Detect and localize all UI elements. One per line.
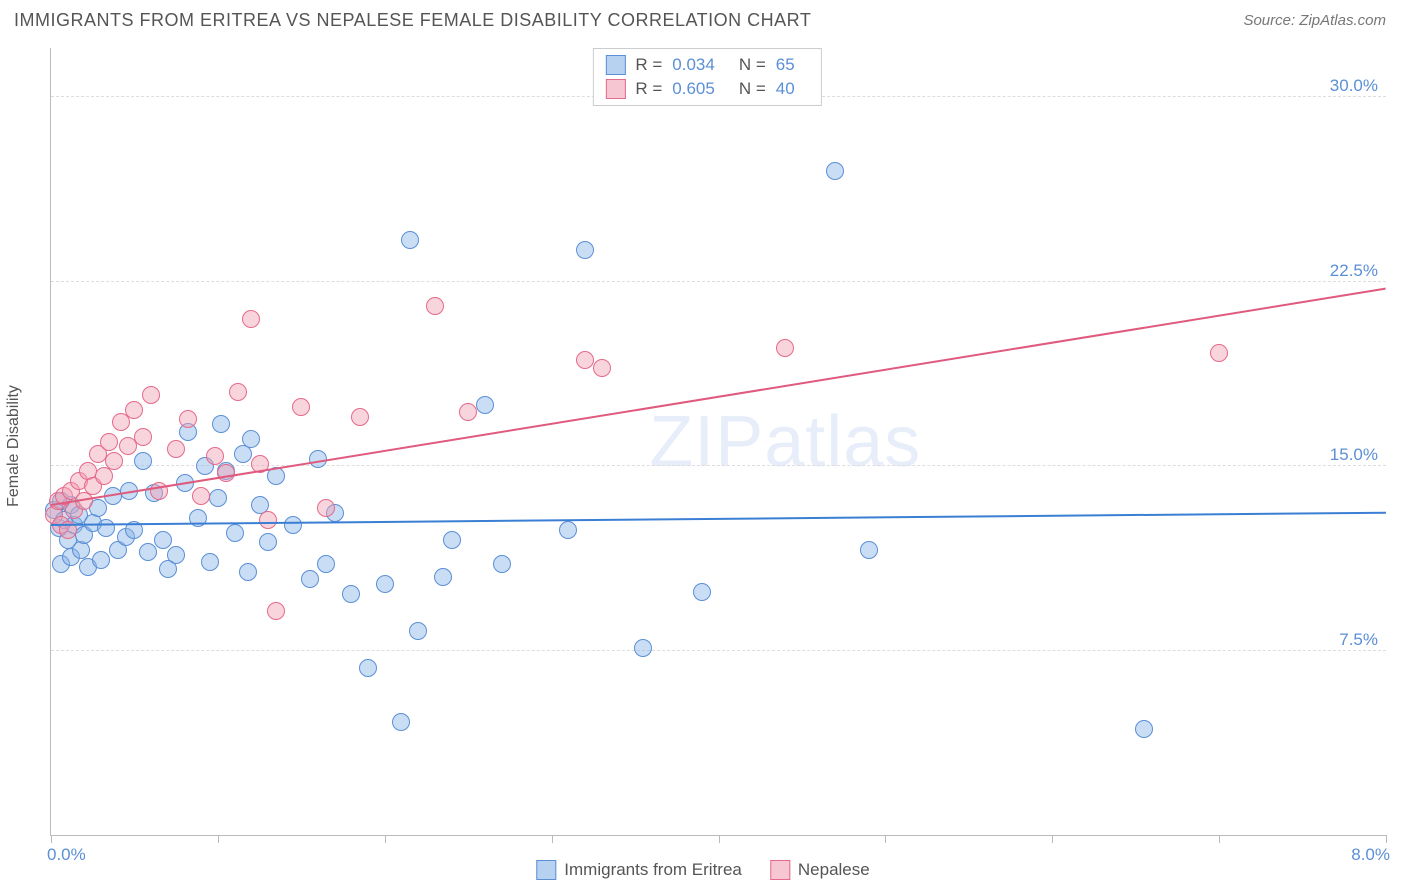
data-point xyxy=(409,622,427,640)
legend-label: Immigrants from Eritrea xyxy=(564,860,742,880)
data-point xyxy=(97,519,115,537)
data-point xyxy=(267,602,285,620)
data-point xyxy=(134,452,152,470)
data-point xyxy=(292,398,310,416)
y-axis-label: Female Disability xyxy=(5,385,23,507)
r-value: 0.605 xyxy=(672,79,715,99)
legend-bottom: Immigrants from Eritrea Nepalese xyxy=(536,860,869,880)
data-point xyxy=(167,440,185,458)
r-label: R = xyxy=(635,55,662,75)
watermark-text: ZIPatlas xyxy=(649,401,921,483)
data-point xyxy=(476,396,494,414)
data-point xyxy=(259,533,277,551)
x-tick xyxy=(719,835,720,843)
data-point xyxy=(317,555,335,573)
legend-item: Nepalese xyxy=(770,860,870,880)
data-point xyxy=(179,410,197,428)
data-point xyxy=(593,359,611,377)
x-tick xyxy=(1052,835,1053,843)
data-point xyxy=(376,575,394,593)
r-label: R = xyxy=(635,79,662,99)
x-tick xyxy=(218,835,219,843)
data-point xyxy=(576,351,594,369)
chart-source: Source: ZipAtlas.com xyxy=(1243,12,1386,29)
x-tick xyxy=(552,835,553,843)
grid-line xyxy=(51,281,1386,282)
y-tick-label: 15.0% xyxy=(1330,445,1378,465)
data-point xyxy=(242,310,260,328)
data-point xyxy=(229,383,247,401)
grid-line xyxy=(51,650,1386,651)
data-point xyxy=(776,339,794,357)
chart-title: IMMIGRANTS FROM ERITREA VS NEPALESE FEMA… xyxy=(14,10,811,31)
data-point xyxy=(167,546,185,564)
data-point xyxy=(860,541,878,559)
data-point xyxy=(239,563,257,581)
legend-label: Nepalese xyxy=(798,860,870,880)
data-point xyxy=(826,162,844,180)
data-point xyxy=(434,568,452,586)
data-point xyxy=(634,639,652,657)
data-point xyxy=(284,516,302,534)
data-point xyxy=(209,489,227,507)
data-point xyxy=(342,585,360,603)
x-tick xyxy=(1219,835,1220,843)
x-tick xyxy=(51,835,52,843)
y-tick-label: 7.5% xyxy=(1339,630,1378,650)
scatter-plot-area: ZIPatlas 7.5%15.0%22.5%30.0%0.0%8.0%R =0… xyxy=(50,48,1386,836)
data-point xyxy=(301,570,319,588)
x-min-label: 0.0% xyxy=(47,845,86,865)
x-tick xyxy=(885,835,886,843)
legend-swatch xyxy=(605,55,625,75)
legend-swatch xyxy=(770,860,790,880)
data-point xyxy=(693,583,711,601)
legend-top-row: R = 0.605 N = 40 xyxy=(605,77,808,101)
data-point xyxy=(1135,720,1153,738)
trend-line xyxy=(51,512,1386,526)
legend-swatch xyxy=(605,79,625,99)
data-point xyxy=(154,531,172,549)
data-point xyxy=(392,713,410,731)
data-point xyxy=(493,555,511,573)
data-point xyxy=(359,659,377,677)
data-point xyxy=(242,430,260,448)
y-tick-label: 30.0% xyxy=(1330,76,1378,96)
x-tick xyxy=(1386,835,1387,843)
data-point xyxy=(201,553,219,571)
data-point xyxy=(443,531,461,549)
data-point xyxy=(351,408,369,426)
data-point xyxy=(92,551,110,569)
legend-swatch xyxy=(536,860,556,880)
data-point xyxy=(259,511,277,529)
x-tick xyxy=(385,835,386,843)
data-point xyxy=(401,231,419,249)
data-point xyxy=(134,428,152,446)
data-point xyxy=(459,403,477,421)
data-point xyxy=(576,241,594,259)
data-point xyxy=(192,487,210,505)
data-point xyxy=(212,415,230,433)
legend-top: R = 0.034 N = 65 R = 0.605 N = 40 xyxy=(592,48,821,106)
data-point xyxy=(206,447,224,465)
data-point xyxy=(317,499,335,517)
data-point xyxy=(226,524,244,542)
x-max-label: 8.0% xyxy=(1351,845,1390,865)
n-label: N = xyxy=(739,55,766,75)
data-point xyxy=(1210,344,1228,362)
legend-item: Immigrants from Eritrea xyxy=(536,860,742,880)
n-value: 40 xyxy=(776,79,795,99)
data-point xyxy=(100,433,118,451)
data-point xyxy=(142,386,160,404)
data-point xyxy=(125,401,143,419)
data-point xyxy=(559,521,577,539)
data-point xyxy=(105,452,123,470)
n-label: N = xyxy=(739,79,766,99)
n-value: 65 xyxy=(776,55,795,75)
r-value: 0.034 xyxy=(672,55,715,75)
chart-header: IMMIGRANTS FROM ERITREA VS NEPALESE FEMA… xyxy=(0,0,1406,37)
legend-top-row: R = 0.034 N = 65 xyxy=(605,53,808,77)
y-tick-label: 22.5% xyxy=(1330,261,1378,281)
data-point xyxy=(139,543,157,561)
data-point xyxy=(426,297,444,315)
